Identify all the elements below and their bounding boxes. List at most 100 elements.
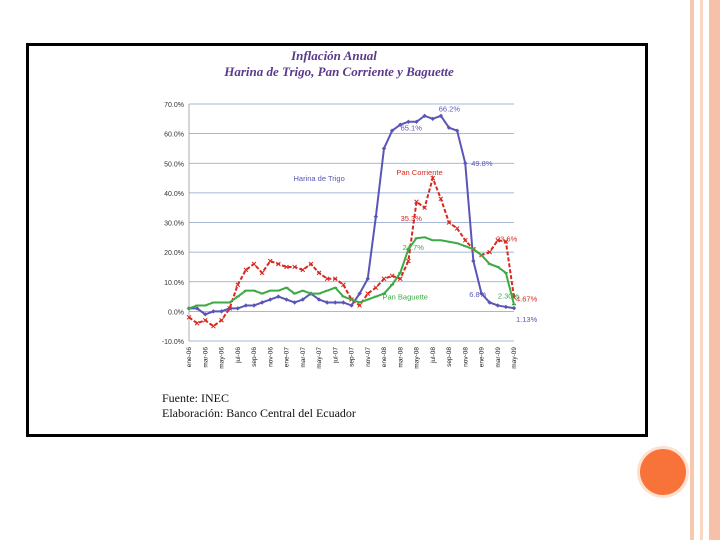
data-point xyxy=(243,303,249,308)
data-point xyxy=(422,205,427,211)
data-point xyxy=(186,314,192,320)
data-point xyxy=(389,128,395,133)
data-label: Pan Baguette xyxy=(383,293,428,302)
y-tick-label: 50.0% xyxy=(164,161,184,168)
decor-stripe-3 xyxy=(709,0,720,540)
data-point xyxy=(454,128,460,133)
data-point xyxy=(284,264,289,270)
data-label: 4.67% xyxy=(516,295,538,304)
x-tick-label: may-06 xyxy=(219,347,226,369)
data-point xyxy=(251,303,257,308)
data-point xyxy=(406,258,411,264)
data-point xyxy=(227,306,232,311)
x-tick-label: nov-07 xyxy=(365,347,372,367)
x-tick-label: sep-06 xyxy=(251,347,258,367)
chart-subtitle: Harina de Trigo, Pan Corriente y Baguett… xyxy=(223,64,454,79)
data-point xyxy=(332,276,338,282)
data-point xyxy=(284,297,289,302)
data-point xyxy=(211,323,216,329)
x-tick-label: mar-08 xyxy=(397,347,404,368)
y-tick-label: 0.0% xyxy=(168,309,184,316)
data-point xyxy=(259,270,265,276)
data-point xyxy=(373,214,379,219)
data-point xyxy=(300,297,305,302)
x-tick-label: jul-06 xyxy=(235,347,242,364)
data-point xyxy=(438,196,444,202)
data-point xyxy=(333,300,338,305)
x-tick-label: may-07 xyxy=(316,347,323,369)
data-point xyxy=(349,303,354,308)
data-point xyxy=(316,270,322,276)
data-point xyxy=(487,300,492,305)
data-point xyxy=(194,320,200,326)
data-point xyxy=(479,291,484,296)
y-tick-label: -10.0% xyxy=(162,339,184,346)
data-point xyxy=(316,297,322,302)
data-point xyxy=(292,264,297,270)
data-point xyxy=(454,226,460,231)
data-point xyxy=(495,237,501,243)
data-label: 1.13% xyxy=(516,315,538,324)
x-tick-label: mar-06 xyxy=(202,347,209,368)
data-point xyxy=(203,312,208,317)
data-point xyxy=(430,116,435,122)
data-point xyxy=(438,113,444,119)
data-point xyxy=(365,291,371,296)
chart-area: Inflación Anual Harina de Trigo, Pan Cor… xyxy=(162,48,538,369)
y-tick-label: 40.0% xyxy=(164,191,184,198)
data-label: Harina de Trigo xyxy=(294,174,345,183)
data-point xyxy=(398,122,403,127)
chart-title: Inflación Anual xyxy=(290,48,377,63)
data-point xyxy=(446,125,452,130)
data-point xyxy=(211,309,216,314)
data-point xyxy=(308,261,314,267)
data-point xyxy=(373,285,379,291)
data-point xyxy=(235,282,241,288)
data-point xyxy=(219,309,224,314)
x-tick-label: jul-08 xyxy=(430,347,437,364)
y-tick-label: 20.0% xyxy=(164,250,184,257)
x-tick-label: may-08 xyxy=(414,347,421,369)
data-point xyxy=(397,276,403,282)
data-point xyxy=(422,113,427,119)
data-label: 35.3% xyxy=(401,214,423,223)
x-tick-label: mar-07 xyxy=(300,347,307,368)
data-point xyxy=(487,249,492,255)
x-tick-label: mar-09 xyxy=(495,347,502,368)
data-point xyxy=(511,305,517,311)
y-tick-label: 60.0% xyxy=(164,132,184,139)
chart-frame: Inflación Anual Harina de Trigo, Pan Cor… xyxy=(26,43,648,437)
y-tick-label: 10.0% xyxy=(164,280,184,287)
data-point xyxy=(324,276,330,282)
data-label: 65.1% xyxy=(401,124,423,133)
data-point xyxy=(219,317,224,323)
x-tick-label: sep-07 xyxy=(349,347,356,367)
y-tick-label: 30.0% xyxy=(164,221,184,228)
y-tick-label: 70.0% xyxy=(164,102,184,109)
data-point xyxy=(268,297,273,302)
data-point xyxy=(292,300,297,305)
data-point xyxy=(389,273,395,279)
data-point xyxy=(471,258,476,264)
x-tick-label: nov-06 xyxy=(267,347,274,367)
x-tick-label: jul-07 xyxy=(332,347,339,364)
data-point xyxy=(202,317,208,323)
data-label: 23.6% xyxy=(496,234,518,243)
data-label: 49.8% xyxy=(471,159,493,168)
data-point xyxy=(414,119,419,124)
x-tick-label: ene-06 xyxy=(186,347,193,368)
data-label: 24.7% xyxy=(403,243,425,252)
decor-stripe-1 xyxy=(690,0,694,540)
x-tick-label: ene-08 xyxy=(381,347,388,368)
x-tick-label: sep-08 xyxy=(446,347,453,367)
x-tick-label: ene-07 xyxy=(284,347,291,368)
data-label: Pan Corriente xyxy=(396,168,442,177)
data-point xyxy=(463,161,468,166)
data-point xyxy=(503,304,509,310)
data-point xyxy=(446,220,452,225)
x-tick-label: nov-08 xyxy=(462,347,469,367)
data-point xyxy=(341,300,346,305)
data-label: 66.2% xyxy=(439,104,461,113)
data-point xyxy=(357,291,362,296)
data-point xyxy=(495,303,500,308)
